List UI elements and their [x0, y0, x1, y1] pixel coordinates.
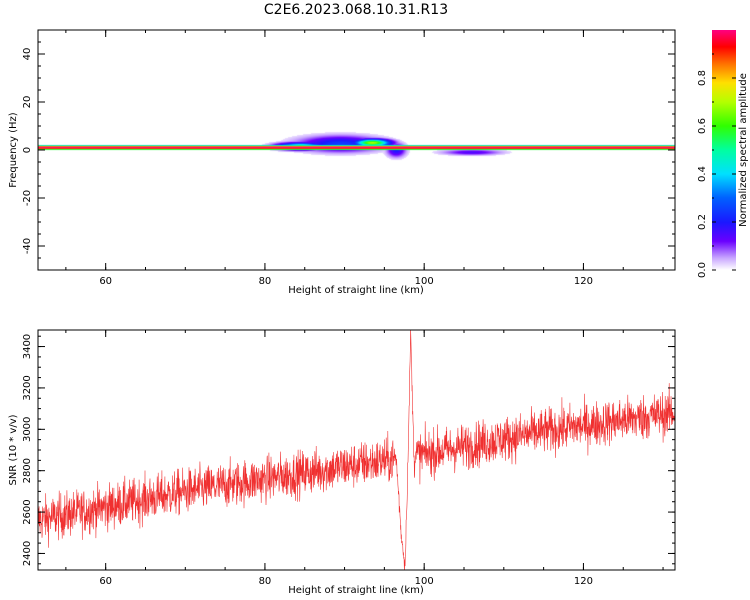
colorbar-tick-label: 0.2 [697, 214, 708, 230]
spectrogram-y-tick-label: -20 [22, 190, 33, 206]
spectrogram-x-tick-label: 100 [415, 276, 434, 287]
colorbar-ticks: 0.0 0.2 0.4 0.6 0.8 [697, 53, 736, 278]
spectrogram-x-axis-label: Height of straight line (km) [288, 285, 424, 296]
spectrogram-heatmap [38, 30, 675, 270]
snr-x-tick-label: 80 [259, 576, 272, 587]
colorbar-gradient [712, 30, 736, 270]
snr-x-tick-label: 120 [574, 576, 593, 587]
snr-y-tick-label: 2800 [22, 458, 33, 483]
snr-y-tick-label: 3400 [22, 334, 33, 359]
figure-title: C2E6.2023.068.10.31.R13 [264, 2, 448, 18]
snr-x-tick-label: 100 [415, 576, 434, 587]
spectrogram-ticks: 60 80 100 120 -40 -20 0 20 40 [22, 29, 675, 287]
snr-y-tick-label: 3000 [22, 417, 33, 442]
snr-y-axis-label: SNR (10 * v/v) [8, 414, 19, 485]
spectrogram-y-tick-label: -40 [22, 238, 33, 254]
spectrogram-x-tick-label: 120 [574, 276, 593, 287]
snr-x-axis-label: Height of straight line (km) [288, 585, 424, 596]
snr-x-tick-label: 60 [99, 576, 112, 587]
spectrogram-x-tick-label: 80 [259, 276, 272, 287]
spectrogram-x-tick-label: 60 [99, 276, 112, 287]
spectrogram-y-tick-label: 40 [22, 48, 33, 61]
spectrogram-y-tick-label: 0 [22, 147, 33, 153]
spectrogram-frame [37, 29, 676, 271]
snr-y-tick-label: 3200 [22, 375, 33, 400]
snr-y-tick-label: 2600 [22, 499, 33, 524]
snr-ticks: 60 80 100 120 2400 2600 2800 3000 3200 3400 [22, 330, 675, 587]
colorbar-tick-label: 0.0 [697, 262, 708, 278]
snr-series-line [38, 330, 675, 570]
colorbar-tick-label: 0.6 [697, 118, 708, 134]
snr-frame [37, 329, 676, 571]
colorbar-tick-label: 0.8 [697, 70, 708, 86]
spectrogram-panel: 60 80 100 120 -40 -20 0 20 40 Height of straight… [8, 29, 676, 296]
spectrogram-y-tick-label: 20 [22, 96, 33, 109]
spectrogram-y-axis-label: Frequency (Hz) [8, 112, 19, 188]
colorbar-label: Normalized spectral amplitude [738, 73, 749, 227]
colorbar: 0.0 0.2 0.4 0.6 0.8 Normalized spectral ampl… [697, 30, 749, 278]
snr-panel: 60 80 100 120 2400 2600 2800 3000 3200 3400 Heigh… [8, 329, 676, 596]
colorbar-tick-label: 0.4 [697, 166, 708, 182]
snr-y-tick-label: 2400 [22, 541, 33, 566]
